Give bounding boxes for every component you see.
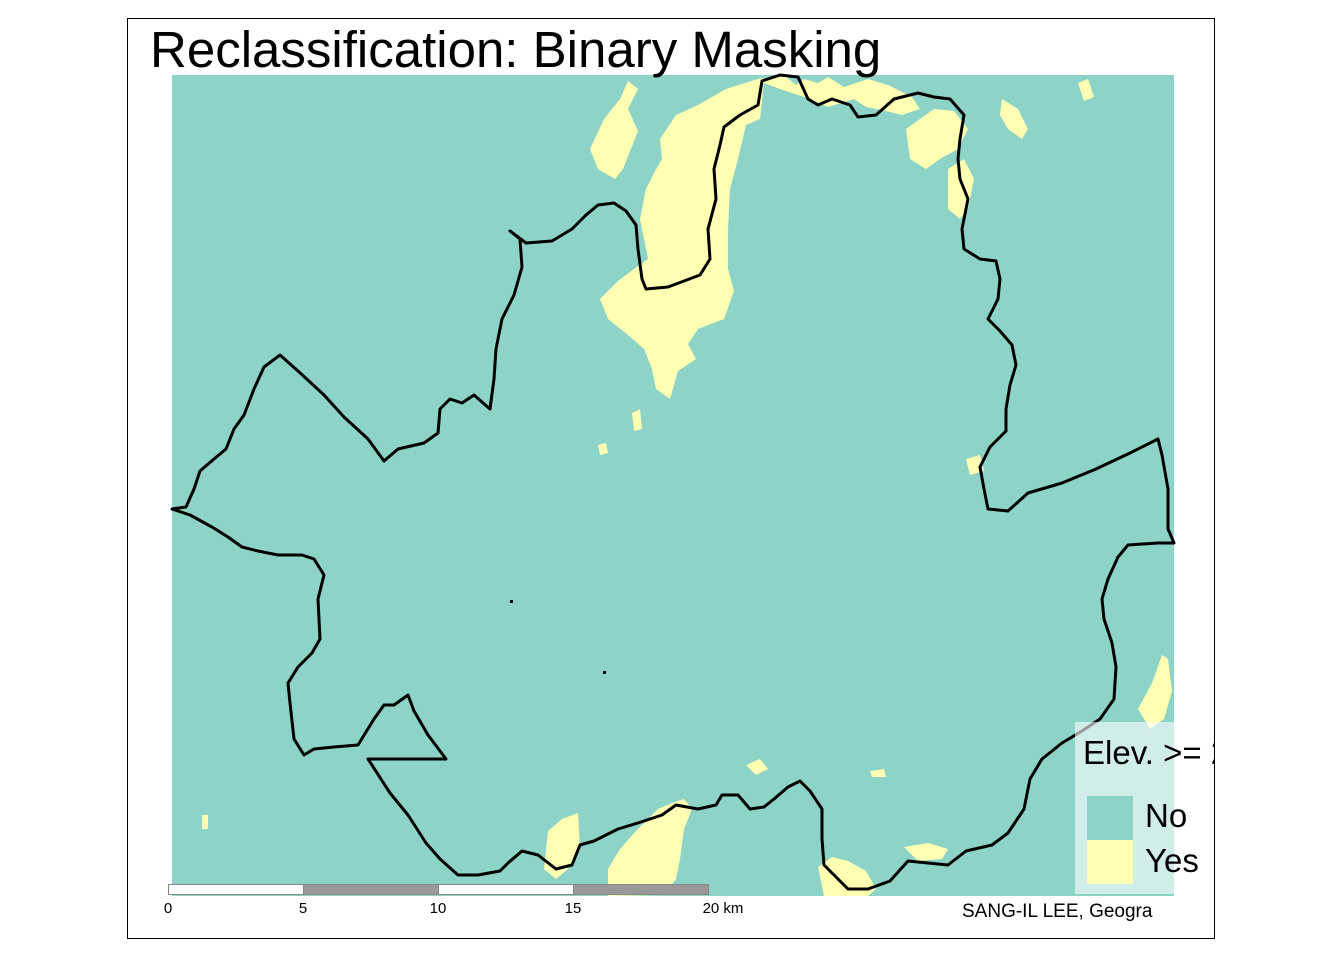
- scale-tick-label: 15: [564, 900, 582, 917]
- legend-swatch-no: [1087, 796, 1133, 840]
- city-boundary: [170, 73, 1176, 891]
- yes-region-se: [1138, 655, 1172, 729]
- yes-region-ne: [1000, 99, 1028, 139]
- yes-region-small: [632, 409, 642, 431]
- yes-region-south: [904, 843, 948, 861]
- map-title: Reclassification: Binary Masking: [150, 21, 882, 78]
- legend-title: Elev. >= 250: [1083, 734, 1214, 771]
- scale-segment: [438, 884, 574, 895]
- yes-region-south: [608, 799, 692, 896]
- map-canvas: [170, 73, 1176, 896]
- yes-region-small: [746, 759, 768, 775]
- yes-region-small: [202, 815, 208, 829]
- scale-tick-label: 5: [298, 900, 308, 917]
- yes-region-south: [818, 857, 876, 896]
- legend-swatch-yes: [1087, 840, 1133, 884]
- yes-region-north: [600, 75, 920, 399]
- legend-label-no: No: [1145, 797, 1188, 834]
- yes-region-south: [544, 813, 580, 879]
- raster-yes-regions: [202, 75, 1172, 896]
- legend-label-yes: Yes: [1145, 842, 1199, 879]
- boundary-dot: [510, 600, 513, 603]
- scale-tick-label: 20 km: [702, 900, 744, 917]
- scale-segment: [168, 884, 304, 895]
- yes-region-ne: [1078, 79, 1094, 101]
- map-frame: Reclassification: Binary Masking Elev. >…: [127, 18, 1215, 939]
- legend: Elev. >= 250 No Yes: [1075, 722, 1214, 894]
- boundary-dot: [603, 671, 606, 674]
- scale-tick-label: 0: [163, 900, 173, 917]
- scale-tick-label: 10: [429, 900, 447, 917]
- yes-region-small: [870, 769, 886, 777]
- scale-segment: [573, 884, 709, 895]
- yes-region-north: [590, 81, 638, 179]
- yes-region-ne: [906, 109, 968, 169]
- yes-region-small: [598, 443, 608, 455]
- map-credit: SANG-IL LEE, Geogra: [962, 901, 1153, 922]
- scale-segment: [303, 884, 439, 895]
